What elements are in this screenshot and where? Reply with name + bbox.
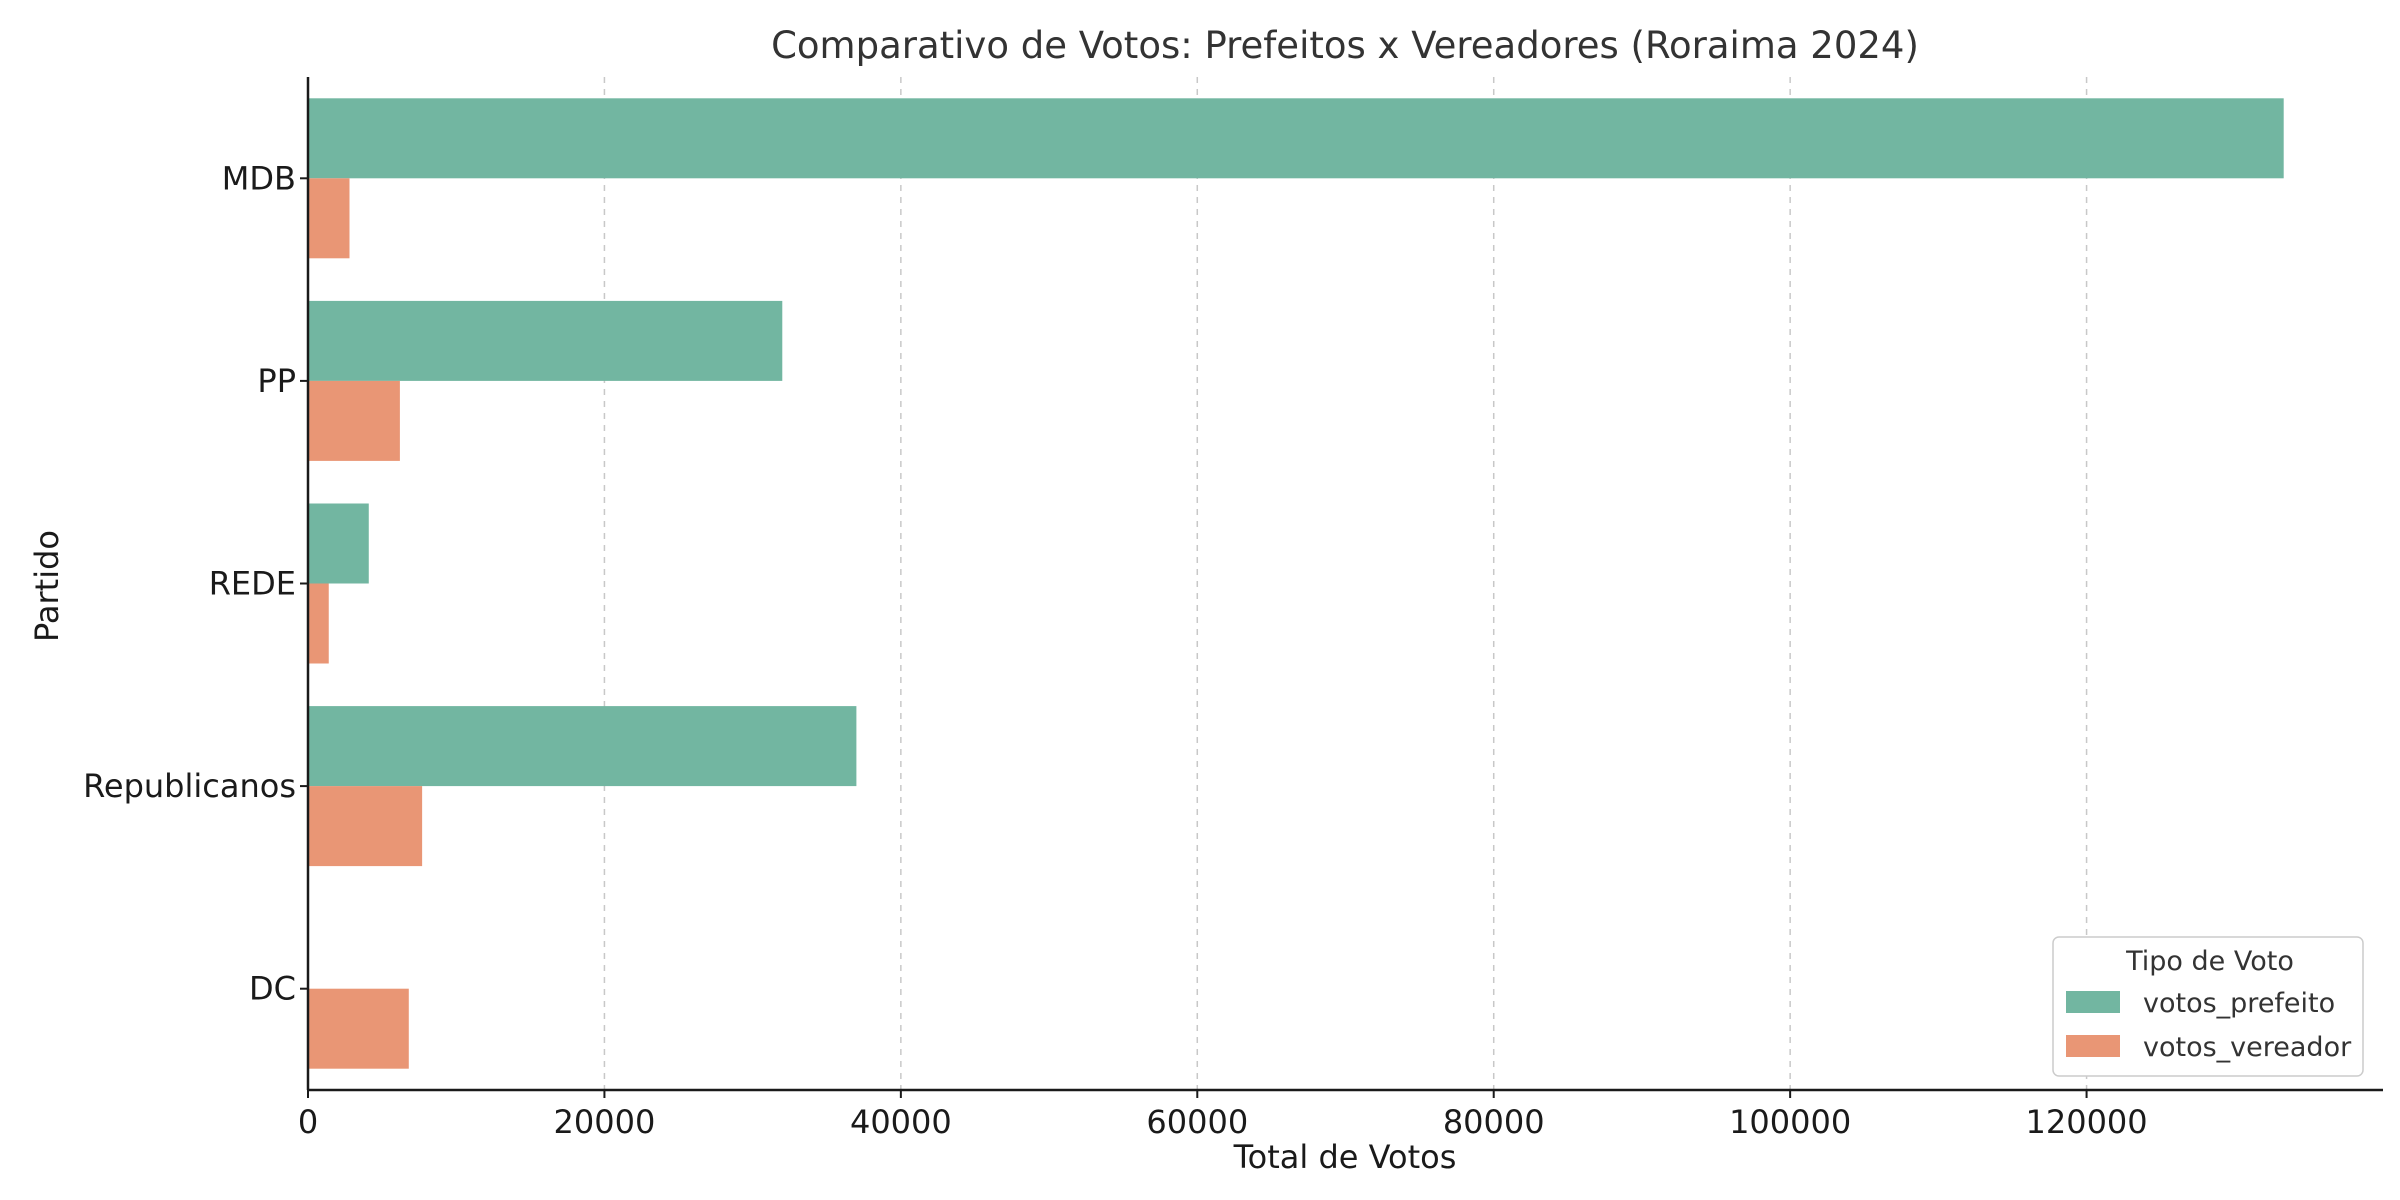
axis-layer: 0 20000 40000 60000 80000 100000 120000 MDB PP RE… bbox=[83, 77, 2383, 1141]
legend-swatch-votos-prefeito bbox=[2066, 991, 2120, 1013]
grid-layer bbox=[603, 77, 2088, 1090]
chart-title: Comparativo de Votos: Prefeitos x Veread… bbox=[771, 24, 1919, 67]
legend-swatch-votos-vereador bbox=[2066, 1035, 2120, 1057]
y-tick-label: DC bbox=[249, 970, 296, 1008]
x-tick-label: 40000 bbox=[850, 1103, 952, 1141]
bar-votos-vereador-pp bbox=[308, 380, 400, 461]
legend-label-votos-prefeito: votos_prefeito bbox=[2143, 988, 2335, 1019]
x-tick-label: 120000 bbox=[2025, 1103, 2147, 1141]
y-axis-label: Partido bbox=[28, 530, 66, 642]
y-tick-label: REDE bbox=[209, 565, 296, 603]
legend-label-votos-vereador: votos_vereador bbox=[2143, 1032, 2352, 1063]
x-tick-label: 0 bbox=[298, 1103, 318, 1141]
bar-votos-prefeito-rede bbox=[308, 503, 369, 584]
legend: Tipo de Voto votos_prefeito votos_veread… bbox=[2052, 936, 2364, 1077]
legend-title: Tipo de Voto bbox=[2125, 946, 2294, 977]
x-tick-label: 80000 bbox=[1443, 1103, 1545, 1141]
bar-votos-prefeito-pp bbox=[308, 300, 783, 381]
bar-votos-vereador-dc bbox=[308, 988, 409, 1069]
bar-votos-prefeito-mdb bbox=[308, 98, 2284, 179]
bar-votos-vereador-republicanos bbox=[308, 786, 423, 867]
y-tick-label: MDB bbox=[222, 159, 296, 197]
x-tick-label: 60000 bbox=[1146, 1103, 1248, 1141]
x-tick-label: 20000 bbox=[554, 1103, 656, 1141]
bar-votos-vereador-rede bbox=[308, 583, 329, 664]
x-axis-label: Total de Votos bbox=[1233, 1138, 1457, 1176]
bar-votos-prefeito-republicanos bbox=[308, 706, 857, 787]
bar-layer bbox=[308, 98, 2284, 1069]
bar-votos-vereador-mdb bbox=[308, 178, 350, 259]
x-tick-label: 100000 bbox=[1729, 1103, 1851, 1141]
y-tick-label: PP bbox=[257, 362, 296, 400]
legend-box bbox=[2052, 936, 2364, 1077]
y-tick-label: Republicanos bbox=[83, 767, 296, 805]
